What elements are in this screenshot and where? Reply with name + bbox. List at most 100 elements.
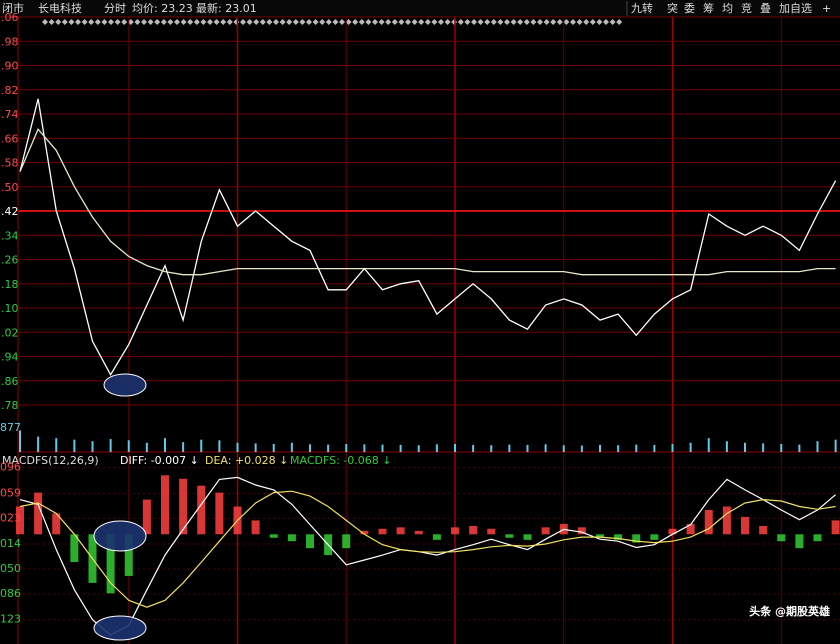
event-marker: [306, 19, 312, 25]
macd-bar: [523, 534, 532, 540]
macd-bar: [34, 492, 43, 535]
macd-bar: [269, 534, 278, 538]
price-line: [19, 98, 837, 377]
event-marker: [187, 19, 194, 25]
macd-line: [19, 476, 836, 636]
toolbar-button[interactable]: 均: [722, 2, 733, 15]
volume-bar: [580, 445, 583, 452]
toolbar-button[interactable]: +: [822, 2, 831, 15]
y-tick-label: .50: [1, 181, 19, 194]
event-marker: [55, 19, 62, 25]
volume-bar: [218, 440, 221, 452]
event-marker: [94, 19, 101, 25]
volume-bar: [417, 445, 420, 452]
event-marker: [147, 19, 154, 25]
event-marker: [167, 19, 174, 25]
volume-bar: [309, 444, 311, 452]
volume-bar: [617, 445, 620, 452]
volume-bar: [508, 444, 511, 452]
event-marker: [121, 19, 128, 25]
event-marker: [570, 19, 576, 25]
macd-bar: [759, 525, 768, 535]
volume-bar: [73, 439, 76, 452]
toolbar-button[interactable]: 委: [684, 2, 695, 15]
macd-bar: [287, 534, 296, 542]
macd-bar: [161, 475, 169, 535]
macd-bar: [813, 534, 822, 542]
volume-bar: [490, 445, 493, 452]
event-marker: [88, 19, 95, 25]
macd-bar: [414, 530, 423, 535]
event-marker: [464, 19, 471, 25]
event-marker: [411, 19, 418, 25]
event-marker: [490, 19, 497, 25]
event-marker: [398, 19, 405, 25]
event-marker: [457, 19, 464, 25]
event-marker: [576, 19, 583, 25]
macd-bar: [197, 485, 206, 535]
toolbar-button[interactable]: 叠: [760, 2, 771, 15]
y-tick-label: .94: [1, 351, 19, 364]
event-marker: [609, 19, 616, 25]
event-marker: [174, 19, 180, 25]
y-tick-label: .90: [1, 60, 19, 73]
toolbar-button[interactable]: 突: [667, 1, 678, 15]
volume-bar: [635, 444, 638, 452]
event-marker: [563, 19, 570, 25]
toolbar-button[interactable]: 九转: [631, 1, 653, 15]
event-marker: [134, 19, 141, 25]
volume-bar: [272, 443, 275, 452]
macd-bar: [596, 534, 604, 538]
event-marker: [213, 19, 220, 25]
toolbar: [0, 0, 840, 17]
volume-bar: [816, 441, 819, 452]
volume-bar: [381, 444, 384, 452]
volume-bar: [55, 438, 58, 452]
y-tick-label: .58: [1, 157, 19, 170]
macd-bar: [142, 499, 151, 535]
volume-bar: [200, 439, 203, 452]
event-marker: [273, 19, 279, 25]
event-marker: [154, 19, 161, 25]
volume-bar: [345, 443, 348, 452]
y-tick-label: 023: [0, 511, 21, 524]
macd-title: MACDFS(12,26,9): [2, 454, 99, 467]
y-tick-label: .74: [1, 108, 19, 121]
event-marker: [286, 19, 293, 25]
y-tick-label: 096: [0, 461, 21, 474]
macd-bar: [722, 506, 731, 535]
y-tick-label: .26: [1, 254, 19, 267]
toolbar-button[interactable]: 竞: [741, 1, 752, 15]
event-marker: [220, 19, 227, 25]
volume-bar: [327, 444, 330, 452]
macd-bar: [795, 534, 804, 549]
volume-bar: [19, 430, 21, 452]
event-marker: [259, 19, 266, 25]
macd-bar: [396, 527, 405, 535]
event-marker: [312, 19, 319, 25]
macd-bar: [469, 525, 478, 535]
event-marker: [378, 19, 385, 25]
macd-bar: [632, 534, 641, 543]
event-marker: [424, 19, 431, 25]
y-tick-label: .10: [1, 302, 19, 315]
volume-bar: [454, 443, 456, 452]
macd-bar: [686, 523, 695, 535]
mode: 分时: [104, 2, 126, 15]
event-marker: [299, 19, 306, 25]
macd-bar: [704, 509, 713, 535]
event-marker: [160, 19, 167, 25]
macd-bar: [577, 527, 586, 535]
event-marker: [418, 19, 425, 25]
event-marker: [48, 19, 55, 25]
event-marker: [127, 19, 134, 25]
volume-bar: [798, 444, 801, 452]
toolbar-button[interactable]: 筹: [703, 1, 714, 15]
event-marker: [616, 19, 623, 25]
toolbar-button[interactable]: 加自选: [779, 2, 812, 15]
event-marker: [279, 19, 286, 25]
price-line: [19, 127, 836, 276]
volume-bar: [707, 438, 710, 452]
highlight-ellipse: [93, 615, 147, 641]
